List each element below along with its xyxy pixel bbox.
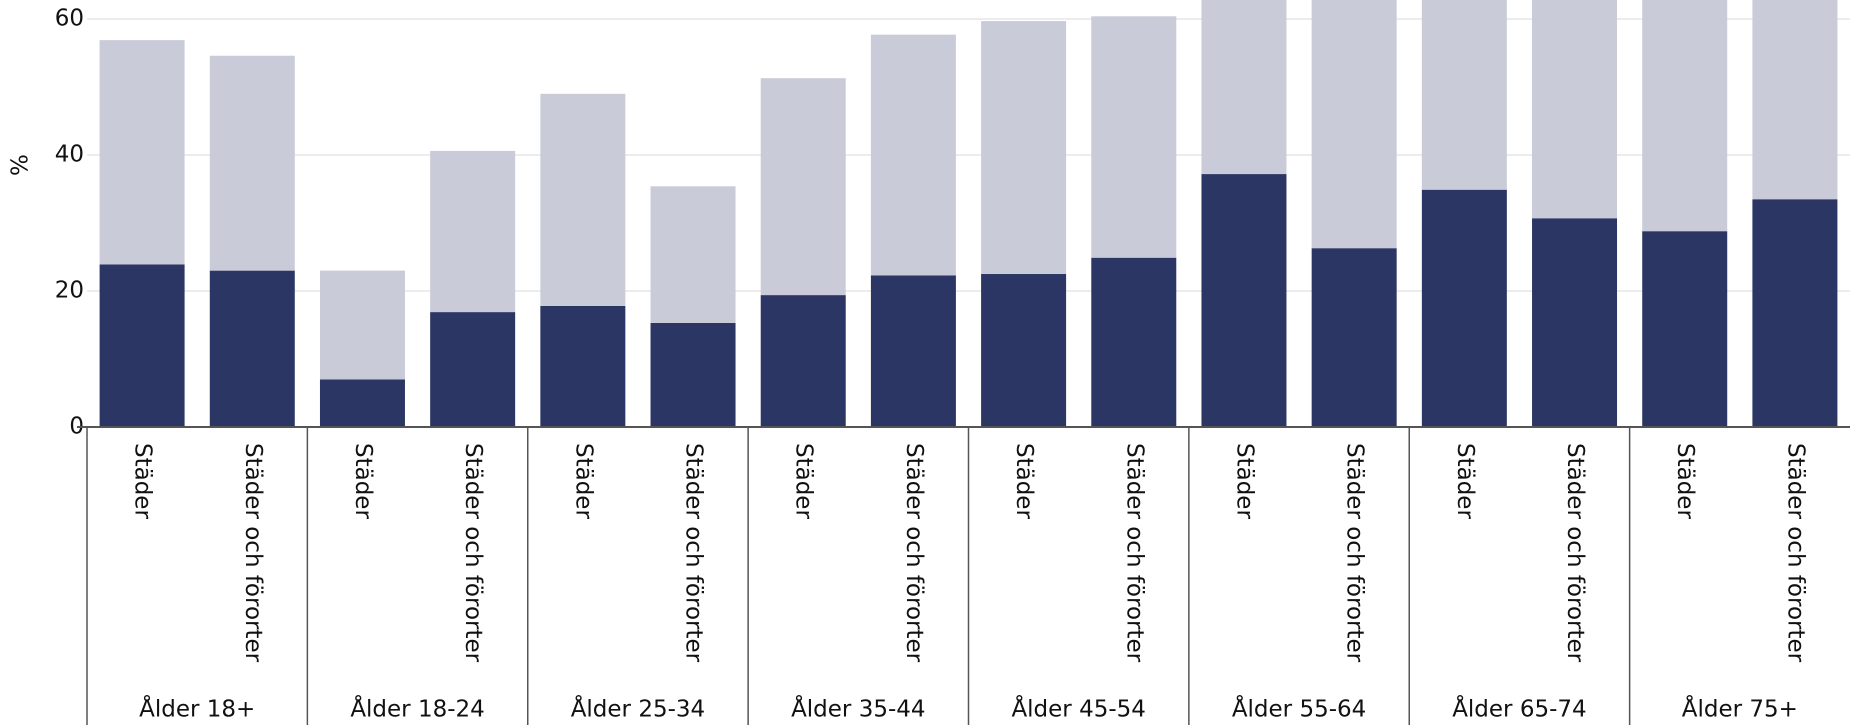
group-label: Ålder 18+ xyxy=(139,695,255,723)
bar-segment xyxy=(430,150,516,313)
x-tick-label: Städer xyxy=(1231,443,1257,519)
bar-segment xyxy=(870,275,956,427)
bar-segment xyxy=(1752,199,1838,427)
bar-segment xyxy=(209,270,295,427)
group-label: Ålder 35-44 xyxy=(791,695,925,723)
x-tick-label: Städer och förorter xyxy=(681,443,707,663)
bar-segment xyxy=(99,264,185,427)
group-label: Ålder 55-64 xyxy=(1232,695,1366,723)
bar-segment xyxy=(1091,16,1177,258)
bar-segment xyxy=(1421,189,1507,427)
x-tick-label: Städer xyxy=(1452,443,1478,519)
y-axis-label: % xyxy=(8,154,34,176)
y-tick-label: 60 xyxy=(55,6,84,32)
group-label: Ålder 25-34 xyxy=(571,695,705,723)
y-tick-label: 0 xyxy=(69,414,84,440)
bar-segment xyxy=(1642,0,1728,232)
x-tick-label: Städer xyxy=(1011,443,1037,519)
group-label: Ålder 18-24 xyxy=(350,695,484,723)
bar-segment xyxy=(760,295,846,427)
x-tick-label: Städer och förorter xyxy=(1342,443,1368,663)
x-tick-label: Städer och förorter xyxy=(1121,443,1147,663)
bar-segment xyxy=(1752,0,1838,200)
x-tick-label: Städer och förorter xyxy=(901,443,927,663)
bar-segment xyxy=(1201,0,1287,175)
group-label: Ålder 75+ xyxy=(1682,695,1798,723)
bar-segment xyxy=(1421,0,1507,190)
x-tick-label: Städer xyxy=(350,443,376,519)
bar-segment xyxy=(319,270,405,380)
bar-segment xyxy=(1532,218,1618,427)
x-tick-label: Städer xyxy=(1672,443,1698,519)
bar-segment xyxy=(650,322,736,427)
bar-segment xyxy=(540,93,626,306)
x-tick-label: Städer xyxy=(130,443,156,519)
bar-segment xyxy=(981,274,1067,427)
bar-segment xyxy=(1091,257,1177,427)
bar-segment xyxy=(760,78,846,296)
bar-segment xyxy=(1201,174,1287,427)
bar-segment xyxy=(1642,231,1728,427)
bar-segment xyxy=(650,186,736,323)
bar-segment xyxy=(1311,248,1397,427)
bar-segment xyxy=(99,40,185,265)
bar-segment xyxy=(209,55,295,271)
bar-segment xyxy=(1311,0,1397,249)
x-tick-label: Städer xyxy=(570,443,596,519)
bar-segment xyxy=(870,34,956,276)
bar-segment xyxy=(1532,0,1618,219)
bar-segment xyxy=(540,305,626,427)
x-tick-label: Städer och förorter xyxy=(240,443,266,663)
bar-segment xyxy=(981,21,1067,275)
y-tick-label: 20 xyxy=(55,278,84,304)
x-tick-label: Städer och förorter xyxy=(1562,443,1588,663)
bar-segment xyxy=(319,379,405,427)
group-label: Ålder 45-54 xyxy=(1011,695,1145,723)
x-tick-label: Städer och förorter xyxy=(460,443,486,663)
x-tick-label: Städer xyxy=(791,443,817,519)
y-tick-label: 40 xyxy=(55,142,84,168)
bar-segment xyxy=(430,312,516,427)
group-label: Ålder 65-74 xyxy=(1452,695,1586,723)
x-tick-label: Städer och förorter xyxy=(1782,443,1808,663)
